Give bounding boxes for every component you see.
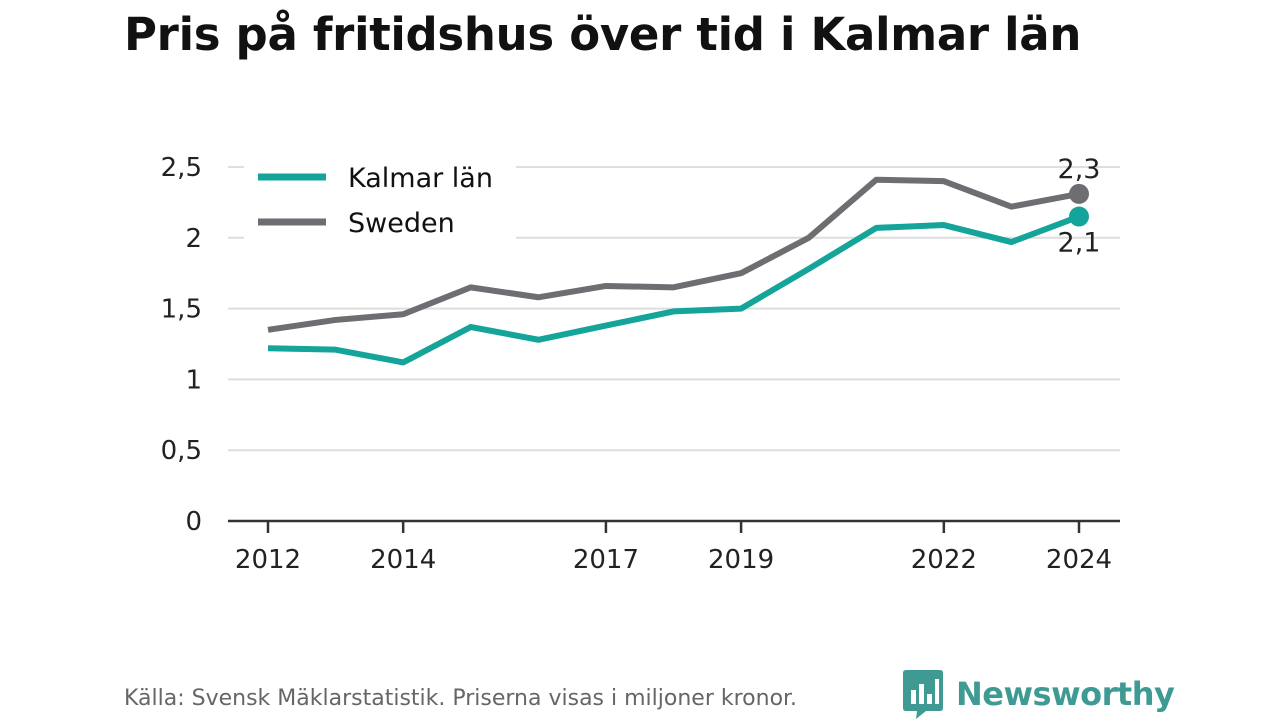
brand-name: Newsworthy: [956, 675, 1175, 713]
end-point-marker: [1069, 206, 1089, 227]
data-label-kalmar-end: 2,1: [1058, 228, 1101, 259]
legend-label: Sweden: [348, 208, 455, 239]
x-tick-label: 2014: [370, 545, 436, 575]
newsworthy-logo-icon: [903, 670, 943, 719]
x-tick-label: 2012: [235, 545, 301, 575]
y-tick-label: 0: [185, 507, 202, 537]
y-tick-label: 2: [185, 224, 202, 254]
y-tick-label: 2,5: [161, 153, 202, 183]
data-labels: 2,3 2,1: [1058, 154, 1101, 259]
x-tick-label: 2019: [708, 545, 774, 575]
legend-label: Kalmar län: [348, 163, 493, 194]
x-tick-label: 2024: [1046, 545, 1112, 575]
source-note: Källa: Svensk Mäklarstatistik. Priserna …: [124, 686, 798, 711]
series-lines: [267, 176, 1089, 366]
series-line-sweden: [267, 176, 1080, 333]
end-point-marker: [1069, 183, 1089, 204]
series-line-kalmar-l-n: [267, 213, 1081, 366]
brand[interactable]: Newsworthy: [902, 668, 1175, 720]
chart-title: Pris på fritidshus över tid i Kalmar län: [124, 8, 1082, 61]
axes: 0 0,5 1 1,5 2 2,5 2012 2014 2017 2019 2022 2024: [161, 153, 1120, 575]
y-tick-label: 1,5: [161, 295, 202, 325]
y-tick-label: 1: [185, 365, 202, 395]
legend: Kalmar län Sweden: [244, 150, 516, 240]
x-tick-label: 2017: [573, 545, 639, 575]
y-tick-label: 0,5: [161, 436, 202, 466]
x-tick-label: 2022: [911, 545, 977, 575]
data-label-sweden-end: 2,3: [1058, 154, 1101, 185]
